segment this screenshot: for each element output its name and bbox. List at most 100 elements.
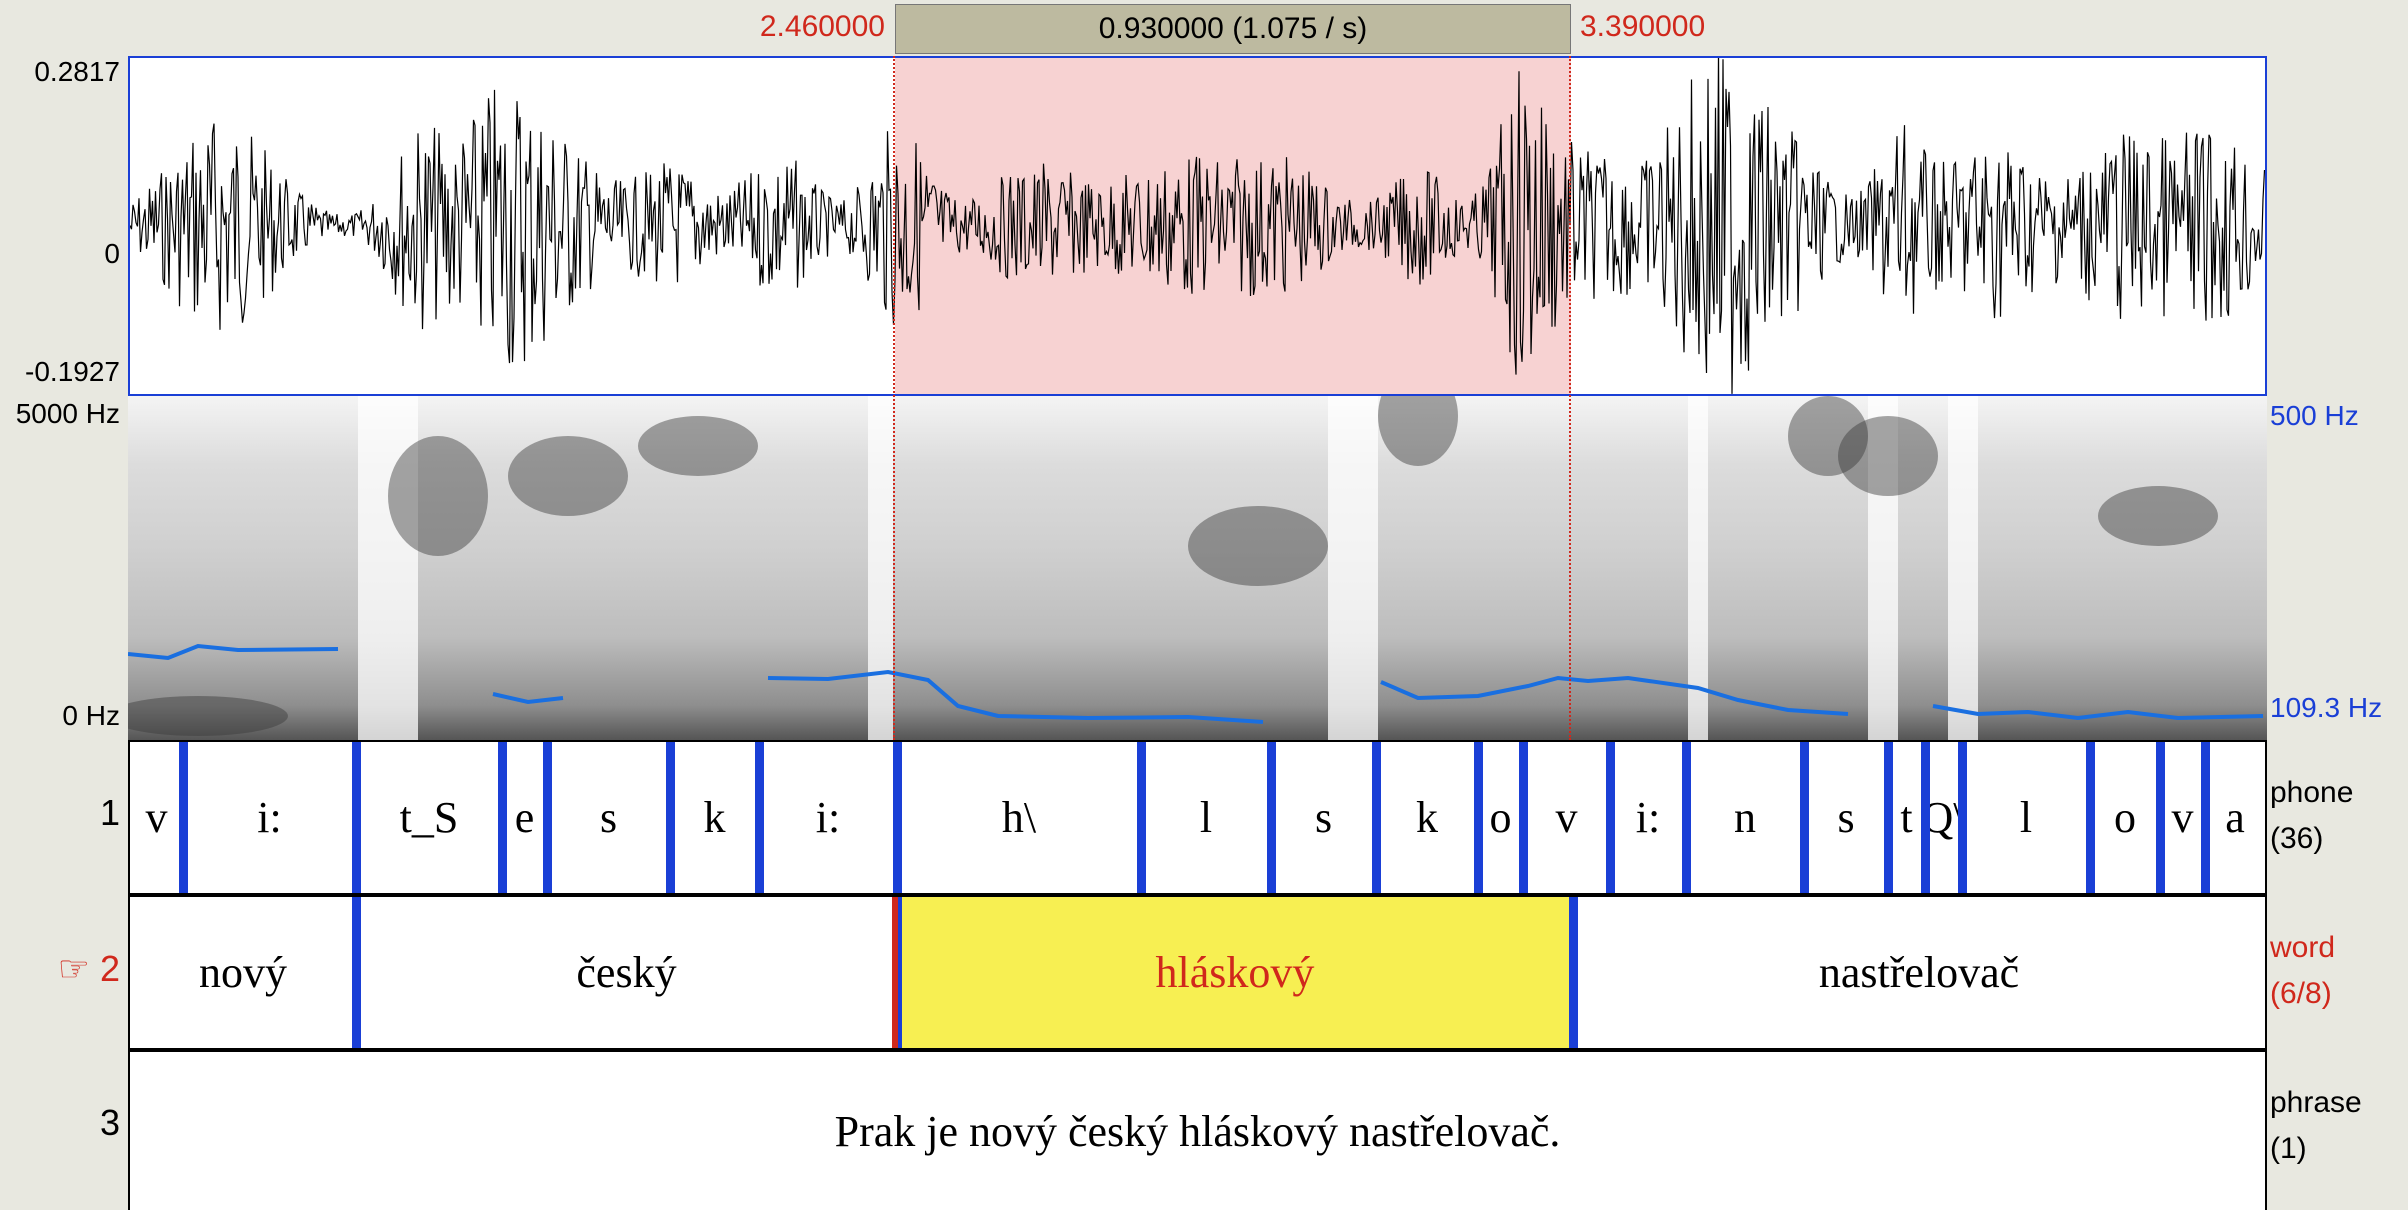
selection-start-time: 2.460000 xyxy=(759,10,885,43)
word-interval[interactable]: český xyxy=(576,948,677,997)
spectrogram-gap xyxy=(1868,396,1898,740)
word-interval[interactable]: nastřelovač xyxy=(1818,948,2020,997)
interval-boundary[interactable] xyxy=(1921,742,1930,893)
phone-interval[interactable]: i: xyxy=(257,793,282,842)
pitch-contour xyxy=(1932,704,2264,721)
interval-boundary[interactable] xyxy=(352,897,361,1048)
spectrogram-formant xyxy=(508,436,628,516)
waveform-trace xyxy=(130,58,2265,394)
phone-interval[interactable]: o xyxy=(2114,793,2136,842)
interval-boundary[interactable] xyxy=(1884,742,1893,893)
tier-3-number: 3 xyxy=(99,1102,120,1143)
interval-boundary[interactable] xyxy=(1137,742,1146,893)
phone-interval[interactable]: i: xyxy=(815,793,841,842)
spectrogram-gap xyxy=(1948,396,1978,740)
selection-cursor-line xyxy=(892,897,898,1048)
spectrogram-formant xyxy=(2098,486,2218,546)
spectrogram-gap xyxy=(1328,396,1378,740)
tier-3-count: (1) xyxy=(2270,1132,2307,1165)
interval-boundary[interactable] xyxy=(352,742,361,893)
spectrogram-freq-max: 5000 Hz xyxy=(15,398,120,429)
phone-interval[interactable]: t xyxy=(1900,793,1913,842)
tier-phrase[interactable]: Prak je nový český hláskový nastřelovač. xyxy=(128,1050,2267,1210)
phone-interval[interactable]: l xyxy=(1199,793,1213,842)
interval-boundary[interactable] xyxy=(1267,742,1276,893)
phone-interval[interactable]: k xyxy=(703,793,726,842)
spectrogram-formant xyxy=(1788,396,1868,476)
waveform-y-min: -0.1927 xyxy=(25,356,120,387)
waveform-y-zero: 0 xyxy=(104,238,120,269)
interval-boundary[interactable] xyxy=(1569,897,1578,1048)
tier-2-count: (6/8) xyxy=(2270,977,2332,1010)
phone-interval[interactable]: v xyxy=(1555,793,1578,842)
tier-1-label: phone xyxy=(2270,776,2354,809)
tier-2-label: word xyxy=(2270,931,2336,964)
phrase-interval[interactable]: Prak je nový český hláskový nastřelovač. xyxy=(834,1106,1561,1156)
tier-3-name: phrase (1) xyxy=(2270,1080,2362,1172)
spectrogram-gap xyxy=(868,396,893,740)
interval-boundary[interactable] xyxy=(1606,742,1615,893)
waveform-y-max: 0.2817 xyxy=(34,56,120,87)
tier-1-number: 1 xyxy=(99,792,120,833)
waveform-panel[interactable] xyxy=(128,56,2267,396)
interval-boundary[interactable] xyxy=(1474,742,1483,893)
interval-boundary[interactable] xyxy=(2156,742,2165,893)
spectrogram-gap xyxy=(1688,396,1708,740)
phone-interval[interactable]: o xyxy=(1489,793,1512,842)
waveform-path xyxy=(130,58,2265,394)
phone-interval[interactable]: l xyxy=(2019,793,2033,842)
spectrogram-formant xyxy=(638,416,758,476)
phone-interval[interactable]: v xyxy=(2171,793,2194,842)
spectrogram-formant xyxy=(128,696,288,736)
phone-interval[interactable]: n xyxy=(1734,793,1756,842)
spectrogram-formant xyxy=(388,436,488,556)
interval-boundary[interactable] xyxy=(1682,742,1691,893)
spectrogram-formant xyxy=(1188,506,1328,586)
phone-interval[interactable]: Q\ xyxy=(1921,793,1966,842)
interval-boundary[interactable] xyxy=(1519,742,1528,893)
word-interval[interactable]: nový xyxy=(199,948,287,997)
selection-end-line xyxy=(1569,56,1571,740)
tier-2-name: word (6/8) xyxy=(2270,925,2335,1017)
pitch-value-label: 109.3 Hz xyxy=(2270,692,2383,723)
spectrogram-formant xyxy=(1838,416,1938,496)
interval-boundary[interactable] xyxy=(1800,742,1809,893)
pointing-hand-icon: ☞ xyxy=(57,948,90,989)
pitch-contour xyxy=(128,643,339,661)
tier-phone[interactable]: v i: t_S e s k i: h\ l s k o v i: n s t Q\ l o v a xyxy=(128,740,2267,895)
phone-interval[interactable]: t_S xyxy=(399,793,459,842)
tier-2-number-value: 2 xyxy=(99,948,120,989)
phone-interval[interactable]: k xyxy=(1416,793,1438,842)
interval-boundary[interactable] xyxy=(498,742,507,893)
tier-word[interactable]: nový český hláskový nastřelovač xyxy=(128,895,2267,1050)
tier-1-name: phone (36) xyxy=(2270,770,2353,862)
interval-boundary[interactable] xyxy=(666,742,675,893)
phone-interval[interactable]: s xyxy=(1837,793,1855,842)
phone-interval[interactable]: v xyxy=(145,793,168,842)
pitch-contour xyxy=(1380,675,1849,716)
interval-boundary[interactable] xyxy=(179,742,188,893)
spectrogram-gap xyxy=(358,396,418,740)
interval-boundary[interactable] xyxy=(755,742,764,893)
interval-boundary[interactable] xyxy=(2201,742,2210,893)
phone-interval[interactable]: s xyxy=(599,793,618,842)
selected-word-interval[interactable]: hláskový xyxy=(897,897,1573,1048)
tier-2-number: ☞ 2 xyxy=(0,948,120,990)
interval-boundary[interactable] xyxy=(543,742,552,893)
pitch-max-label: 500 Hz xyxy=(2270,400,2359,431)
selection-duration-bar[interactable]: 0.930000 (1.075 / s) xyxy=(895,4,1571,54)
phone-interval[interactable]: e xyxy=(514,793,535,842)
selection-start-line xyxy=(893,56,895,740)
interval-boundary[interactable] xyxy=(893,742,902,893)
phone-interval[interactable]: h\ xyxy=(1001,793,1037,842)
interval-boundary[interactable] xyxy=(1372,742,1381,893)
interval-boundary[interactable] xyxy=(1958,742,1967,893)
spectrogram-image xyxy=(128,396,2264,740)
pitch-contour xyxy=(767,669,1264,724)
interval-boundary[interactable] xyxy=(2086,742,2095,893)
selection-end-time: 3.390000 xyxy=(1580,10,1706,43)
spectrogram-panel[interactable] xyxy=(128,396,2267,740)
phone-interval[interactable]: s xyxy=(1314,793,1333,842)
phone-interval[interactable]: i: xyxy=(1635,793,1661,842)
phone-interval[interactable]: a xyxy=(2225,793,2245,842)
